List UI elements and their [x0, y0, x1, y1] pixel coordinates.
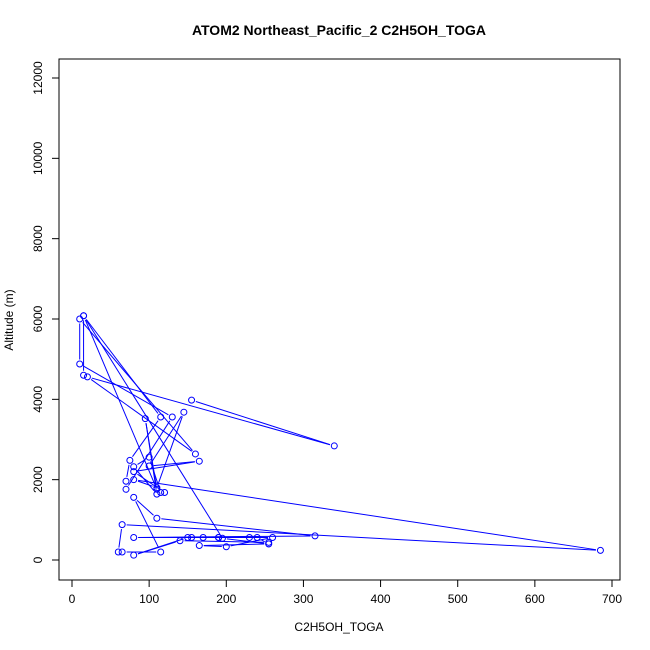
data-point: [76, 360, 84, 368]
data-point: [157, 413, 165, 421]
data-point: [130, 534, 138, 542]
series-segment: [85, 319, 159, 414]
series-segment: [91, 377, 331, 446]
x-tick-label: 400: [371, 592, 391, 606]
plot-frame: [58, 58, 621, 581]
data-point: [130, 476, 138, 484]
data-point: [596, 546, 604, 554]
y-tick-label: 0: [31, 556, 45, 563]
data-point: [126, 456, 134, 464]
series-segment: [203, 543, 265, 546]
data-point: [83, 373, 91, 381]
data-point: [145, 453, 153, 461]
x-tick-label: 500: [448, 592, 468, 606]
series-segment: [128, 420, 171, 486]
data-point: [184, 534, 192, 542]
data-point: [153, 484, 161, 492]
chart-title: ATOM2 Northeast_Pacific_2 C2H5OH_TOGA: [192, 22, 486, 38]
data-point: [188, 534, 196, 542]
data-point: [188, 396, 196, 404]
series-segment: [136, 469, 155, 492]
y-tick-label: 8000: [31, 225, 45, 252]
data-point: [122, 485, 130, 493]
x-tick-label: 700: [602, 592, 622, 606]
series-segment: [137, 459, 146, 465]
series-segment: [132, 420, 159, 458]
data-point: [157, 489, 165, 497]
data-point: [195, 457, 203, 465]
y-axis-label: Altitude (m): [2, 289, 16, 350]
y-axis: 0 2000 4000 6000 8000 10000 12000: [31, 61, 60, 563]
data-point: [141, 415, 149, 423]
data-point: [245, 534, 253, 542]
data-point: [145, 462, 153, 470]
series-segment: [151, 415, 182, 463]
series-segment: [137, 480, 153, 487]
y-tick-label: 12000: [31, 61, 45, 95]
data-point: [161, 489, 169, 497]
data-point: [215, 534, 223, 542]
data-point: [122, 477, 130, 485]
data-point: [153, 514, 161, 522]
x-tick-label: 0: [69, 592, 76, 606]
series-segment: [138, 479, 597, 551]
series-segment: [203, 545, 222, 548]
data-point: [114, 548, 122, 556]
series-segment: [195, 401, 331, 446]
y-tick-label: 2000: [31, 466, 45, 493]
data-point: [269, 534, 277, 542]
data-point: [253, 534, 261, 542]
series-segment: [157, 416, 183, 484]
series-segment: [118, 529, 123, 548]
data-point: [176, 537, 184, 545]
x-tick-label: 300: [293, 592, 313, 606]
data-point: [130, 551, 138, 559]
series-segment: [83, 365, 169, 416]
series-segment: [135, 501, 160, 549]
data-point: [222, 543, 230, 551]
data-point: [130, 463, 138, 471]
series-segment: [85, 319, 221, 535]
x-axis: 0 100 200 300 400 500 600 700: [69, 579, 622, 606]
series-segment: [226, 538, 265, 544]
data-point: [118, 521, 126, 529]
data-point: [130, 468, 138, 476]
data-point: [80, 312, 88, 320]
y-tick-label: 4000: [31, 386, 45, 413]
data-point: [218, 534, 226, 542]
data-point: [199, 534, 207, 542]
data-point: [180, 408, 188, 416]
series-segment: [126, 464, 130, 477]
series-segment: [136, 499, 154, 516]
x-tick-label: 100: [139, 592, 159, 606]
x-tick-label: 200: [216, 592, 236, 606]
y-tick-label: 6000: [31, 305, 45, 332]
series-segment: [145, 422, 157, 490]
data-point: [265, 540, 273, 548]
data-point: [168, 413, 176, 421]
series-segment: [90, 379, 193, 452]
x-axis-label: C2H5OH_TOGA: [294, 620, 383, 634]
data-point: [118, 548, 126, 556]
series-line: [79, 319, 597, 555]
series-segment: [138, 461, 195, 472]
data-point: [191, 450, 199, 458]
series-segment: [161, 518, 311, 536]
data-point: [76, 315, 84, 323]
data-point: [195, 542, 203, 550]
y-tick-label: 10000: [31, 141, 45, 175]
series-points: [76, 312, 604, 559]
data-point: [130, 493, 138, 501]
series-segment: [153, 461, 195, 467]
x-tick-label: 600: [525, 592, 545, 606]
data-point: [311, 532, 319, 540]
data-point: [330, 442, 338, 450]
series-segment: [137, 538, 184, 555]
data-point: [80, 371, 88, 379]
series-segment: [126, 524, 596, 551]
data-point: [157, 548, 165, 556]
series-segment: [84, 319, 156, 486]
